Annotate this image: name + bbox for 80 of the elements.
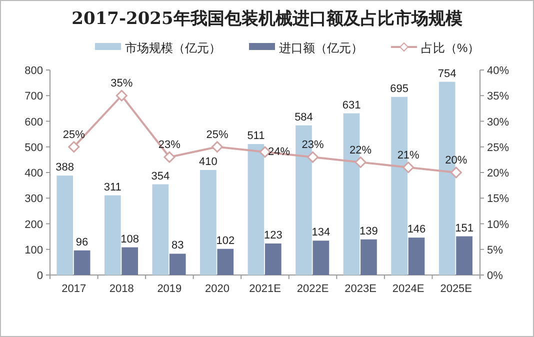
y-tick-label: 0 <box>36 270 43 282</box>
data-label: 20% <box>445 154 468 166</box>
data-label: 23% <box>302 139 324 152</box>
bar <box>312 240 330 275</box>
y-tick-label: 800 <box>24 65 43 77</box>
y2-tick-label: 15% <box>487 193 510 206</box>
data-label: 23% <box>158 139 181 152</box>
bar <box>56 176 74 275</box>
y2-tick-label: 35% <box>487 90 510 103</box>
y-tick-label: 300 <box>24 193 43 206</box>
bar <box>200 170 216 275</box>
data-label: 139 <box>360 225 378 238</box>
x-tick-label: 2020 <box>204 283 230 295</box>
data-label: 25% <box>62 128 86 141</box>
point <box>68 141 80 153</box>
y2-tick-label: 30% <box>487 116 510 128</box>
x-tick-label: 2024E <box>392 283 424 295</box>
bar <box>265 243 282 275</box>
bar <box>169 254 186 275</box>
chart-title: 2017-2025年我国包装机械进口额及占比市场规模 <box>72 9 462 29</box>
bar <box>104 195 121 275</box>
point <box>307 151 319 163</box>
data-label: 134 <box>312 226 330 239</box>
x-tick-label: 2018 <box>109 283 134 295</box>
x-tick-label: 2025E <box>440 283 472 295</box>
data-label: 108 <box>120 233 140 246</box>
y-tick-label: 600 <box>24 116 43 128</box>
y2-tick-label: 40% <box>487 65 510 77</box>
data-label: 754 <box>438 68 456 80</box>
data-label: 35% <box>110 78 133 90</box>
data-label: 388 <box>56 162 74 174</box>
point <box>211 141 223 153</box>
data-label: 695 <box>390 82 408 95</box>
bar <box>248 144 264 275</box>
data-label: 123 <box>264 229 282 242</box>
data-label: 22% <box>350 144 372 156</box>
data-label: 354 <box>151 170 170 182</box>
y2-tick-label: 10% <box>487 218 510 231</box>
y2-tick-label: 25% <box>487 142 510 154</box>
y-tick-label: 200 <box>24 218 43 231</box>
data-label: 25% <box>206 128 228 141</box>
bar <box>122 247 138 275</box>
point <box>450 166 462 178</box>
point <box>116 90 128 102</box>
y-tick-label: 100 <box>24 244 43 256</box>
bar <box>152 184 169 275</box>
x-tick-label: 2019 <box>157 283 182 295</box>
y2-tick-label: 0% <box>487 270 504 282</box>
bar <box>408 238 425 275</box>
point <box>354 156 366 168</box>
data-label: 24% <box>268 146 290 158</box>
bar <box>217 248 234 275</box>
legend-label: 进口额（亿元） <box>279 41 363 55</box>
data-label: 146 <box>407 224 426 236</box>
bar <box>360 239 377 275</box>
data-label: 631 <box>342 99 361 112</box>
y-tick-label: 700 <box>24 90 43 103</box>
y2-tick-label: 20% <box>487 168 510 180</box>
bar <box>456 236 472 275</box>
y2-tick-label: 5% <box>487 244 504 256</box>
data-label: 410 <box>199 156 218 168</box>
data-label: 21% <box>397 149 420 162</box>
point <box>402 162 414 174</box>
data-label: 102 <box>216 234 235 247</box>
legend-label: 占比（%） <box>421 41 480 55</box>
bar <box>74 250 90 275</box>
data-label: 311 <box>104 181 122 194</box>
x-tick-label: 2023E <box>344 283 376 295</box>
data-label: 511 <box>247 130 265 142</box>
legend-label: 市场规模（亿元） <box>125 41 221 55</box>
y-tick-label: 400 <box>24 168 43 180</box>
data-label: 83 <box>171 240 184 252</box>
y-tick-label: 500 <box>24 142 43 154</box>
x-tick-label: 2021E <box>249 283 281 295</box>
x-tick-label: 2017 <box>62 283 86 295</box>
data-label: 96 <box>76 236 88 248</box>
point <box>164 151 176 163</box>
x-tick-label: 2022E <box>296 283 329 295</box>
data-label: 151 <box>455 222 474 234</box>
data-label: 584 <box>294 111 313 124</box>
